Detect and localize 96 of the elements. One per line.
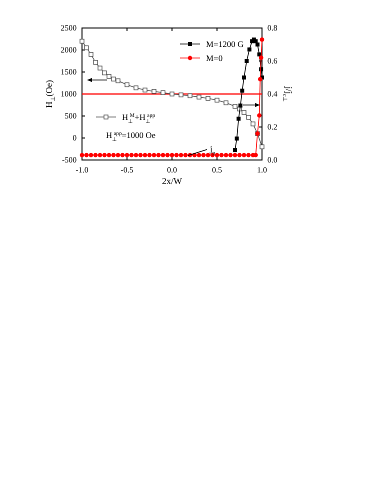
y2-tick-label: 0.0 xyxy=(267,156,278,165)
point xyxy=(206,96,210,101)
point xyxy=(88,52,94,57)
y-tick-label: 2000 xyxy=(60,46,77,55)
point xyxy=(183,152,188,158)
point xyxy=(240,88,244,93)
y-tick-label: 1500 xyxy=(60,68,77,77)
point xyxy=(196,94,202,100)
point xyxy=(188,93,192,98)
point xyxy=(260,37,264,42)
y-tick-label: 0 xyxy=(72,134,77,143)
point xyxy=(242,110,246,115)
point xyxy=(160,90,166,96)
point xyxy=(102,152,107,158)
point xyxy=(134,85,138,90)
point xyxy=(84,152,89,158)
point xyxy=(124,152,130,158)
point xyxy=(98,66,102,70)
point xyxy=(116,152,120,158)
point xyxy=(174,152,179,158)
point xyxy=(165,152,170,158)
point xyxy=(256,42,260,46)
point xyxy=(124,82,130,88)
point xyxy=(129,152,134,158)
point xyxy=(170,152,174,158)
point xyxy=(224,152,228,158)
point xyxy=(257,113,262,118)
point xyxy=(98,152,102,158)
x-axis-title: 2x/W xyxy=(162,176,182,186)
point xyxy=(236,116,241,121)
y-tick-label: -500 xyxy=(62,156,77,165)
point xyxy=(152,152,156,158)
point xyxy=(134,152,138,158)
point xyxy=(246,114,251,120)
point xyxy=(238,104,242,108)
point xyxy=(142,88,148,92)
y2-tick-label: 0.4 xyxy=(267,90,278,99)
y-tick-label: 500 xyxy=(64,112,77,121)
y-tick-label: 1000 xyxy=(60,90,77,99)
point xyxy=(247,47,252,52)
point xyxy=(93,152,98,158)
point xyxy=(111,152,116,158)
y2-tick-label: 0.2 xyxy=(267,122,278,132)
point xyxy=(232,152,238,158)
point xyxy=(244,59,249,63)
point xyxy=(111,76,116,82)
point xyxy=(156,152,161,158)
point xyxy=(242,152,246,158)
point xyxy=(178,92,184,98)
point xyxy=(152,89,156,94)
point xyxy=(242,76,246,80)
legend-label: M=0 xyxy=(206,53,223,63)
point xyxy=(80,38,84,44)
point xyxy=(260,144,264,150)
annotation: j$_{p}$ xyxy=(209,144,216,157)
point xyxy=(258,56,264,60)
point xyxy=(170,92,174,96)
point xyxy=(246,152,251,158)
point xyxy=(138,152,143,158)
point xyxy=(224,100,228,106)
point xyxy=(196,152,202,158)
point xyxy=(234,136,239,141)
x-tick-label: -0.5 xyxy=(120,166,134,175)
point xyxy=(106,152,112,158)
x-tick-label: 1.0 xyxy=(257,166,267,175)
point xyxy=(88,152,94,158)
y2-tick-label: 0.6 xyxy=(267,56,278,66)
point xyxy=(232,104,238,109)
x-tick-label: -1.0 xyxy=(76,166,88,175)
point xyxy=(120,152,125,158)
point xyxy=(237,152,242,158)
point xyxy=(116,78,120,84)
point xyxy=(80,152,84,158)
point xyxy=(84,45,89,50)
point xyxy=(160,152,166,158)
point xyxy=(228,152,233,158)
point xyxy=(206,152,210,158)
point xyxy=(201,152,206,158)
legend-label: M=1200 G xyxy=(206,39,244,49)
point xyxy=(142,152,148,158)
point xyxy=(178,152,184,158)
point xyxy=(233,148,237,152)
point xyxy=(93,60,98,65)
point xyxy=(147,152,152,158)
point xyxy=(214,152,220,158)
point xyxy=(219,152,224,158)
y2-tick-label: 0.8 xyxy=(267,24,278,33)
annotation: H$_{⊥}$$^{app}$=1000 Oe xyxy=(106,130,156,143)
x-tick-label: 0.5 xyxy=(212,166,222,175)
point xyxy=(214,98,220,103)
y-tick-label: 2500 xyxy=(60,24,77,33)
x-tick-label: 0.0 xyxy=(167,166,177,175)
point xyxy=(102,70,107,76)
point xyxy=(254,152,258,158)
point xyxy=(106,74,112,79)
point xyxy=(250,122,256,126)
